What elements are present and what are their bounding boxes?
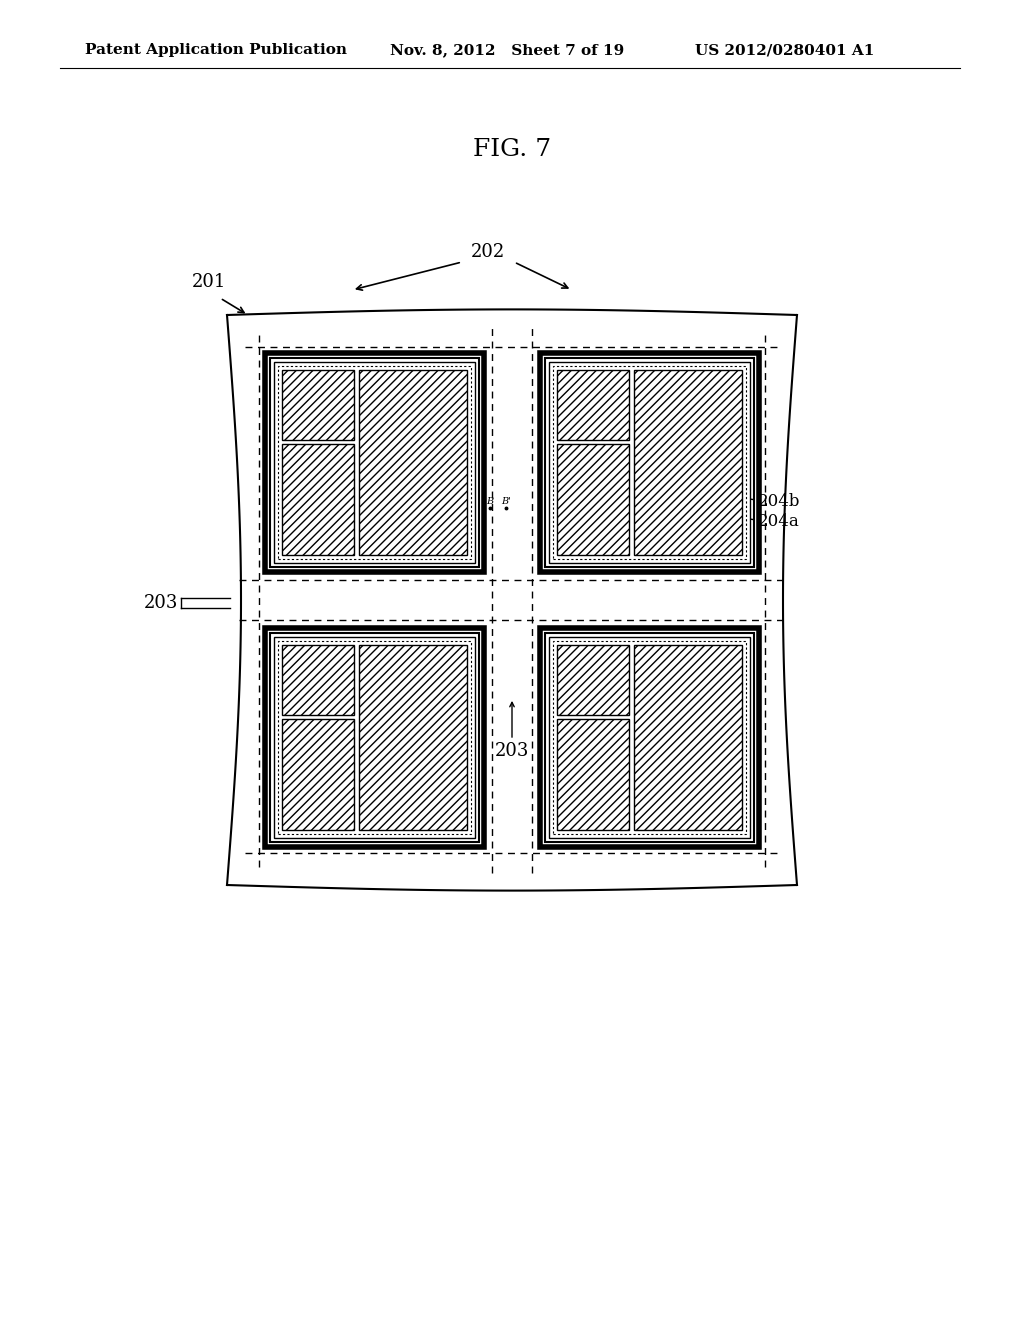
Bar [545, 358, 754, 568]
Text: 204a: 204a [758, 513, 800, 531]
Bar [557, 719, 629, 830]
Bar [282, 370, 354, 440]
Bar [274, 362, 475, 564]
Bar [359, 370, 467, 554]
Bar [557, 370, 629, 440]
Text: B: B [486, 498, 494, 507]
Text: 204b: 204b [758, 494, 801, 511]
Bar [557, 444, 629, 554]
Bar [274, 638, 475, 838]
Bar [270, 634, 479, 842]
Text: 203: 203 [495, 742, 529, 760]
Bar [553, 366, 746, 558]
Bar [545, 634, 754, 842]
Bar [265, 628, 484, 847]
Bar [540, 628, 759, 847]
Bar [634, 370, 742, 554]
Text: FIG. 7: FIG. 7 [473, 139, 551, 161]
Text: 203: 203 [143, 594, 178, 612]
Bar [278, 642, 471, 834]
Bar [557, 645, 629, 715]
Bar [278, 366, 471, 558]
Text: 201: 201 [193, 273, 226, 290]
Text: 202: 202 [471, 243, 505, 261]
Bar [634, 645, 742, 830]
Bar [549, 638, 750, 838]
Bar [553, 642, 746, 834]
Text: B': B' [501, 498, 511, 507]
Bar [265, 352, 484, 572]
Bar [282, 719, 354, 830]
Text: US 2012/0280401 A1: US 2012/0280401 A1 [695, 44, 874, 57]
Bar [359, 645, 467, 830]
Bar [282, 444, 354, 554]
Bar [540, 352, 759, 572]
Text: Nov. 8, 2012   Sheet 7 of 19: Nov. 8, 2012 Sheet 7 of 19 [390, 44, 625, 57]
Bar [282, 645, 354, 715]
Bar [549, 362, 750, 564]
Text: Patent Application Publication: Patent Application Publication [85, 44, 347, 57]
Bar [270, 358, 479, 568]
